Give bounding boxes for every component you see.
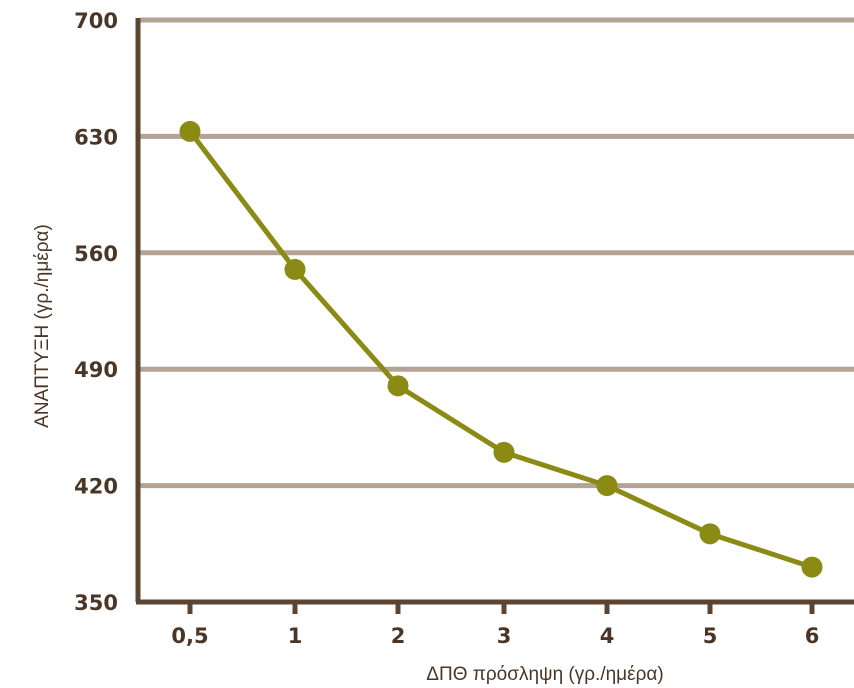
y-tick-label: 560: [74, 242, 118, 266]
y-axis-label: ΑΝΑΠΤΥΞΗ (γρ./ημέρα): [32, 224, 53, 428]
y-tick-label: 700: [74, 9, 118, 33]
axes: [135, 18, 854, 605]
y-tick-label: 490: [74, 358, 118, 382]
x-tick-label: 3: [497, 624, 512, 648]
series-group: [179, 120, 823, 578]
x-tick-label: 0,5: [171, 624, 208, 648]
x-tick-label: 1: [288, 624, 303, 648]
x-axis-label: ΔΠΘ πρόσληψη (γρ./ημέρα): [426, 664, 663, 685]
data-point: [387, 375, 409, 397]
x-tick-label: 2: [391, 624, 406, 648]
data-point: [179, 120, 201, 142]
x-tick-label: 4: [600, 624, 615, 648]
data-point: [493, 441, 515, 463]
x-tick-label: 6: [805, 624, 820, 648]
y-tick-label: 420: [74, 475, 118, 499]
series-line: [188, 129, 813, 570]
gridlines: [140, 17, 854, 489]
x-tick-label: 5: [703, 624, 718, 648]
data-point: [801, 556, 823, 578]
y-tick-labels: 350 420 490 560 630 700: [74, 9, 118, 615]
y-tick-label: 350: [74, 591, 118, 615]
data-point: [596, 475, 618, 497]
x-ticks: 0,5 1 2 3 4 5 6: [171, 600, 819, 648]
y-tick-label: 630: [74, 125, 118, 149]
data-point: [284, 258, 306, 280]
data-point: [699, 523, 721, 545]
